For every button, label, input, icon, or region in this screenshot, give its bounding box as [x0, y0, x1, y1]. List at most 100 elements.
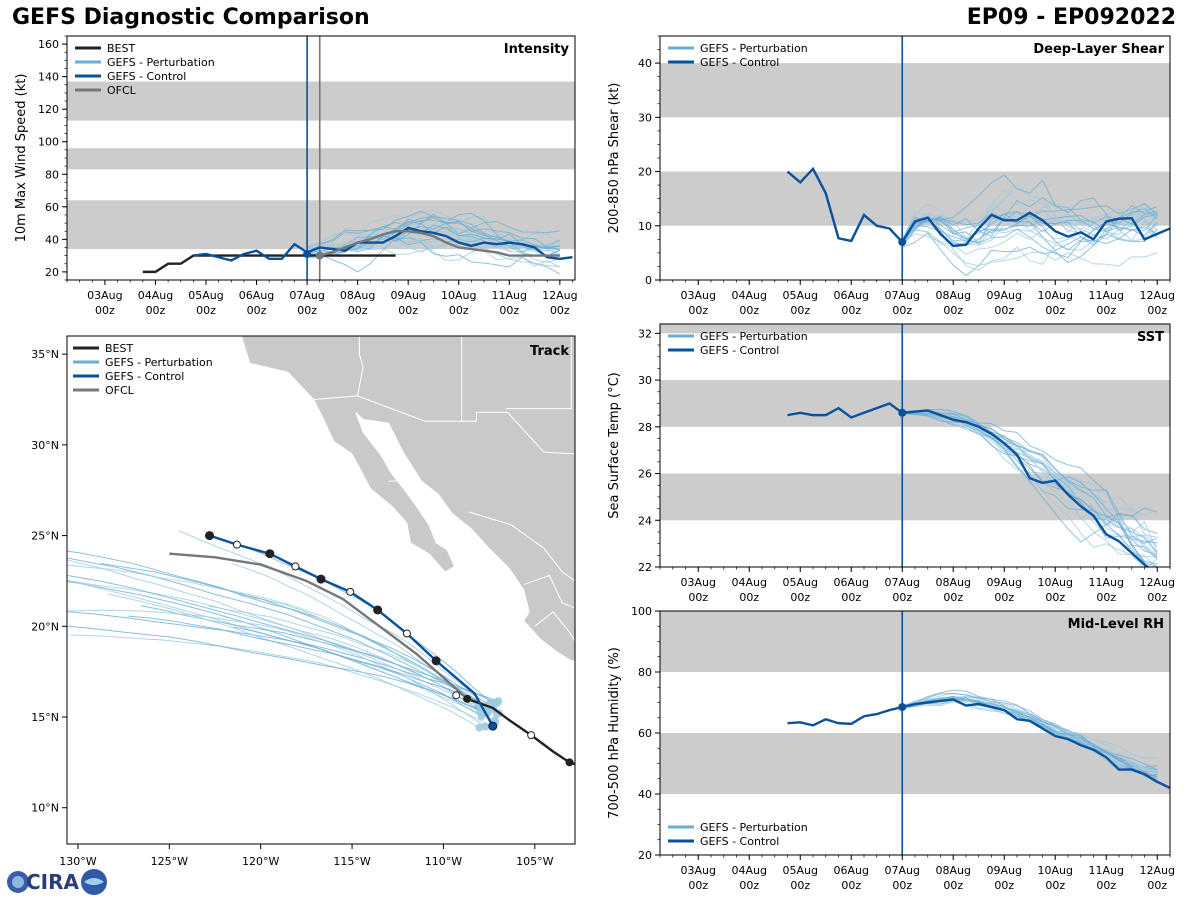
storm-id: EP09 - EP092022 — [966, 5, 1176, 30]
axes-frame — [659, 323, 1171, 568]
perturbation-start-point — [481, 722, 490, 731]
y-tick-label: 140 — [38, 71, 59, 84]
x-tick-hour: 00z — [739, 304, 759, 317]
x-tick-hour: 00z — [943, 591, 963, 604]
x-tick-day: 09Aug — [987, 289, 1022, 302]
perturbation-member-line — [902, 689, 1158, 771]
init-marker — [898, 408, 907, 417]
logo-text: CIRA — [26, 870, 80, 894]
x-tick-label: 120°W — [242, 855, 279, 868]
perturbation-track — [232, 626, 482, 717]
x-tick-day: 09Aug — [390, 289, 425, 302]
y-tick-label: 30 — [638, 374, 652, 387]
x-tick-day: 10Aug — [1038, 576, 1073, 589]
threshold-band — [660, 733, 1170, 794]
threshold-band — [67, 148, 575, 170]
panel-title: Track — [530, 344, 569, 359]
legend-label: BEST — [107, 42, 135, 55]
y-tick-label: 160 — [38, 38, 59, 51]
x-tick-day: 10Aug — [441, 289, 476, 302]
x-tick-day: 08Aug — [936, 576, 971, 589]
x-tick-day: 12Aug — [1140, 289, 1175, 302]
y-tick-label: 35°N — [31, 348, 59, 361]
perturbation-track — [67, 581, 488, 714]
x-tick-label: 130°W — [59, 855, 96, 868]
panel-title: SST — [1137, 330, 1164, 345]
x-tick-hour: 00z — [1147, 591, 1167, 604]
border-line — [313, 395, 575, 455]
perturbation-track — [178, 530, 494, 710]
x-tick-day: 04Aug — [138, 289, 173, 302]
y-tick-label: 60 — [45, 201, 59, 214]
legend-label: BEST — [105, 342, 133, 355]
x-tick-hour: 00z — [994, 591, 1014, 604]
panel-title: Intensity — [504, 42, 570, 57]
perturbation-track — [70, 634, 493, 728]
init-marker — [315, 251, 324, 260]
x-tick-label: 110°W — [425, 855, 462, 868]
best-track-point — [463, 694, 472, 703]
x-tick-day: 07Aug — [289, 289, 324, 302]
init-marker — [898, 238, 907, 247]
x-tick-day: 07Aug — [885, 864, 920, 877]
main-title: GEFS Diagnostic Comparison — [12, 5, 370, 30]
x-tick-hour: 00z — [841, 879, 861, 892]
x-tick-hour: 00z — [1045, 879, 1065, 892]
y-axis-label: Sea Surface Temp (°C) — [607, 372, 622, 519]
x-tick-day: 03Aug — [681, 289, 716, 302]
y-tick-label: 25°N — [31, 530, 59, 543]
init-marker — [303, 249, 312, 258]
x-tick-hour: 00z — [892, 304, 912, 317]
legend-label: OFCL — [105, 384, 135, 397]
legend-label: GEFS - Control — [107, 70, 186, 83]
y-tick-label: 30 — [638, 111, 652, 124]
y-tick-label: 120 — [38, 103, 59, 116]
control-track-point — [373, 605, 383, 615]
y-tick-label: 10 — [638, 220, 652, 233]
perturbation-track — [67, 574, 498, 704]
x-tick-hour: 00z — [994, 879, 1014, 892]
y-tick-label: 100 — [631, 605, 652, 618]
perturbation-track — [67, 611, 499, 702]
x-tick-day: 05Aug — [783, 864, 818, 877]
y-tick-label: 80 — [45, 168, 59, 181]
control-track-point — [431, 656, 441, 666]
threshold-band — [660, 63, 1170, 118]
x-tick-hour: 00z — [449, 304, 469, 317]
x-tick-hour: 00z — [688, 879, 708, 892]
x-tick-hour: 00z — [1045, 304, 1065, 317]
map-area — [67, 336, 575, 767]
best-track-point — [452, 691, 461, 700]
perturbation-member-line — [901, 219, 1158, 259]
x-tick-day: 06Aug — [834, 289, 869, 302]
panel-rh: 20 40 60 80 100 03Aug 00z 04Aug 00z 05Aug 00z 06Aug… — [607, 605, 1175, 892]
x-tick-hour: 00z — [688, 591, 708, 604]
ofcl-track-line — [169, 552, 468, 700]
legend-label: OFCL — [107, 84, 137, 97]
x-tick-hour: 00z — [348, 304, 368, 317]
panel-title: Deep-Layer Shear — [1033, 42, 1164, 57]
x-tick-hour: 00z — [398, 304, 418, 317]
perturbation-track — [67, 625, 481, 712]
control-track-point — [316, 574, 326, 584]
x-tick-hour: 00z — [1045, 591, 1065, 604]
perturbation-track — [107, 593, 480, 729]
perturbation-member-line — [902, 408, 1148, 567]
ofcl-line — [319, 229, 560, 257]
perturbation-track — [127, 615, 488, 706]
x-tick-day: 03Aug — [87, 289, 122, 302]
x-tick-day: 06Aug — [239, 289, 274, 302]
panel-title: Mid-Level RH — [1068, 617, 1164, 632]
threshold-band — [660, 171, 1170, 226]
y-tick-label: 0 — [645, 274, 652, 287]
perturbation-track — [208, 605, 487, 713]
legend-label: GEFS - Perturbation — [700, 42, 808, 55]
x-tick-hour: 00z — [297, 304, 317, 317]
y-tick-label: 30°N — [31, 439, 59, 452]
x-tick-day: 11Aug — [1089, 576, 1124, 589]
perturbation-member-line — [901, 208, 1158, 251]
perturbation-member-line — [902, 412, 1158, 567]
threshold-band — [67, 81, 575, 121]
init-marker — [898, 703, 907, 712]
